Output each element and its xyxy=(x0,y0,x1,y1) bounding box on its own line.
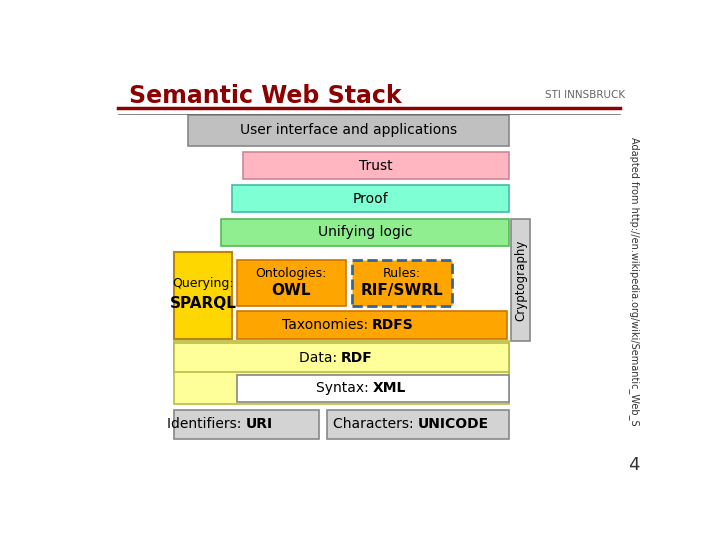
Text: Trust: Trust xyxy=(359,159,393,173)
Text: Ontologies:: Ontologies: xyxy=(256,267,327,280)
Text: 4: 4 xyxy=(628,456,639,474)
FancyBboxPatch shape xyxy=(188,114,508,146)
Text: RDF: RDF xyxy=(341,351,373,365)
Text: URI: URI xyxy=(246,417,274,431)
FancyBboxPatch shape xyxy=(221,219,508,246)
FancyBboxPatch shape xyxy=(243,152,508,179)
FancyBboxPatch shape xyxy=(237,311,508,339)
Text: Semantic Web Stack: Semantic Web Stack xyxy=(129,84,402,107)
FancyBboxPatch shape xyxy=(233,185,508,212)
Text: Characters:: Characters: xyxy=(333,417,418,431)
Text: Unifying logic: Unifying logic xyxy=(318,225,412,239)
Text: XML: XML xyxy=(373,381,406,395)
FancyBboxPatch shape xyxy=(237,375,508,402)
Text: Syntax:: Syntax: xyxy=(315,381,373,395)
Text: User interface and applications: User interface and applications xyxy=(240,123,456,137)
Text: RIF/SWRL: RIF/SWRL xyxy=(361,283,444,298)
Text: Taxonomies:: Taxonomies: xyxy=(282,318,372,332)
Text: STI INNSBRUCK: STI INNSBRUCK xyxy=(545,90,625,100)
Text: UNICODE: UNICODE xyxy=(418,417,489,431)
Text: Querying:: Querying: xyxy=(172,278,234,291)
Text: Data:: Data: xyxy=(299,351,341,365)
FancyBboxPatch shape xyxy=(174,343,508,373)
FancyBboxPatch shape xyxy=(174,341,508,404)
FancyBboxPatch shape xyxy=(237,260,346,306)
FancyBboxPatch shape xyxy=(327,410,508,439)
FancyBboxPatch shape xyxy=(174,252,233,339)
Text: OWL: OWL xyxy=(271,283,311,298)
Text: Proof: Proof xyxy=(353,192,388,206)
Text: SPARQL: SPARQL xyxy=(169,296,236,312)
Text: Identifiers:: Identifiers: xyxy=(168,417,246,431)
FancyBboxPatch shape xyxy=(511,219,530,341)
Text: Rules:: Rules: xyxy=(383,267,421,280)
Text: Cryptography: Cryptography xyxy=(514,239,527,321)
Text: RDFS: RDFS xyxy=(372,318,414,332)
FancyBboxPatch shape xyxy=(174,410,319,439)
FancyBboxPatch shape xyxy=(352,260,451,306)
Text: Adapted from http://en.wikipedia.org/wiki/Semantic_Web_S: Adapted from http://en.wikipedia.org/wik… xyxy=(629,137,639,426)
